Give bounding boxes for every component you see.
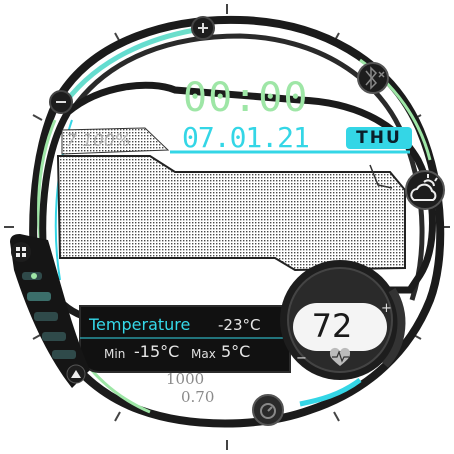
time-display: 00:00 — [183, 75, 309, 121]
heart-icon — [329, 347, 351, 366]
day-of-week-pill — [346, 127, 412, 149]
max-temperature: 5°C — [221, 342, 251, 361]
current-temperature: -23°C — [218, 316, 261, 334]
plus-icon — [198, 23, 208, 33]
heart-rate-plus-button[interactable]: + — [381, 301, 392, 316]
day-of-week: THU — [356, 128, 402, 148]
menu-button[interactable] — [11, 242, 31, 262]
weather-label: Temperature — [89, 315, 191, 334]
left-minus-button[interactable] — [50, 91, 72, 113]
max-temperature-label: Max — [191, 347, 216, 361]
weather-button[interactable] — [406, 171, 444, 209]
timer-button[interactable] — [253, 395, 283, 425]
date-display: 07.01.21 — [182, 121, 310, 154]
bluetooth-off-icon — [365, 66, 385, 90]
heart-rate-minus-button[interactable]: − — [296, 351, 307, 366]
timer-icon — [260, 403, 276, 419]
heart-rate-value: 72 — [311, 307, 353, 345]
up-button[interactable] — [67, 365, 85, 383]
grid-icon — [16, 247, 26, 257]
accent-arc-top — [57, 27, 196, 112]
up-arrow-icon — [71, 370, 81, 378]
dotted-panel — [56, 155, 406, 272]
step-count: 1000 — [166, 370, 205, 388]
min-temperature-label: Min — [104, 347, 126, 361]
distance-value: 0.70 — [181, 388, 215, 406]
battery-percent: 7 100% — [66, 131, 131, 151]
top-plus-button[interactable] — [192, 17, 214, 39]
partly-cloudy-icon — [410, 174, 438, 201]
min-temperature: -15°C — [134, 342, 180, 361]
bluetooth-button[interactable] — [358, 63, 388, 93]
